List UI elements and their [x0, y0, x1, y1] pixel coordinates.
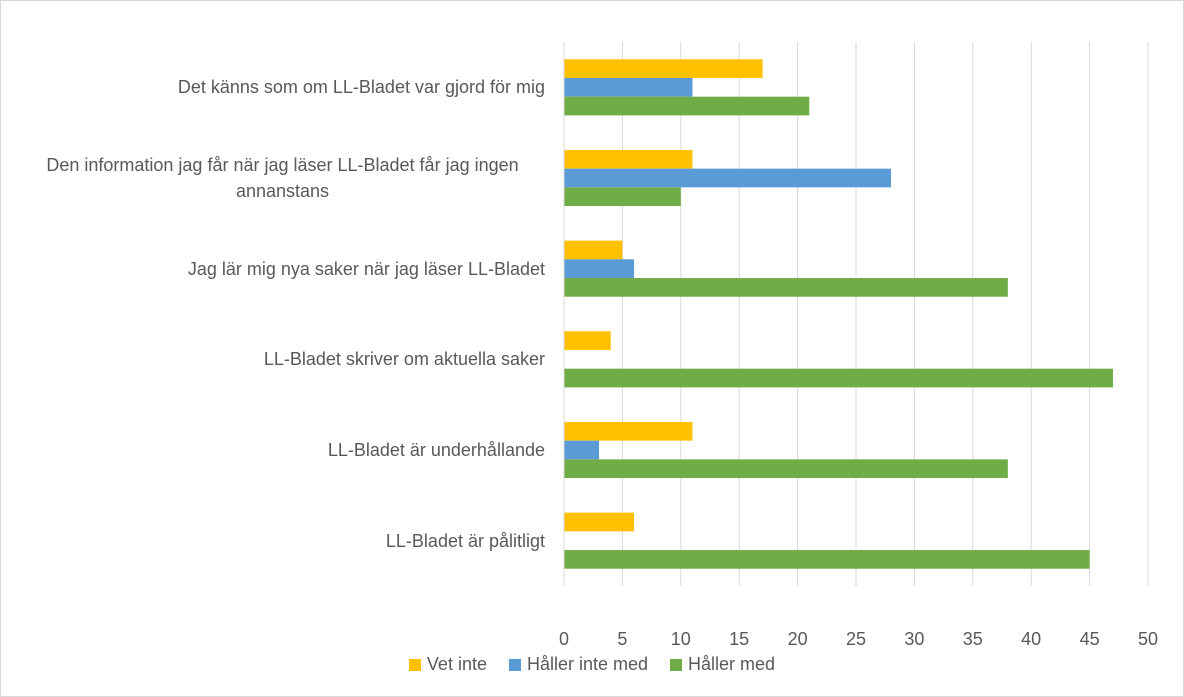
category-label: Det känns som om LL-Bladet var gjord för…	[177, 77, 545, 98]
legend-label: Håller inte med	[526, 654, 649, 674]
category-label: LL-Bladet är underhållande	[327, 440, 545, 460]
bar	[564, 187, 681, 207]
legend-swatch	[670, 658, 683, 671]
x-tick-label: 25	[846, 629, 866, 649]
bar	[564, 77, 693, 97]
legend-label: Håller med	[688, 654, 776, 674]
legend-label: Vet inte	[426, 654, 487, 674]
bar	[564, 149, 693, 169]
legend-item: Vet inte	[408, 654, 487, 675]
category-label: LL-Bladet är pålitligt	[385, 530, 545, 551]
bar	[564, 459, 1008, 479]
legend-item: Håller inte med	[508, 654, 649, 675]
x-tick-label: 35	[963, 629, 983, 649]
bar	[564, 259, 635, 279]
bar	[564, 440, 600, 460]
legend-swatch	[508, 658, 521, 671]
category-label: Den information jag får när jag läser LL…	[46, 155, 519, 201]
x-tick-label: 15	[729, 629, 749, 649]
legend: Vet inte Håller inte med Håller med	[0, 654, 1184, 675]
x-tick-label: 50	[1138, 629, 1158, 649]
bar	[564, 240, 623, 260]
bar	[564, 421, 693, 441]
x-tick-label: 10	[671, 629, 691, 649]
bar	[564, 278, 1008, 297]
x-tick-label: 0	[559, 629, 569, 649]
category-label: LL-Bladet skriver om aktuella saker	[263, 349, 545, 370]
bar	[564, 331, 611, 350]
x-tick-label: 45	[1080, 629, 1100, 649]
x-tick-label: 30	[904, 629, 924, 649]
bar	[564, 168, 892, 188]
legend-swatch	[408, 658, 421, 671]
legend-item: Håller med	[670, 654, 775, 675]
bar	[564, 59, 763, 78]
x-tick-label: 40	[1021, 629, 1041, 649]
x-tick-label: 20	[788, 629, 808, 649]
x-tick-label: 5	[617, 629, 627, 649]
bar	[564, 96, 810, 116]
category-label: Jag lär mig nya saker när jag läser LL-B…	[187, 258, 545, 279]
bar	[564, 368, 1113, 388]
bar	[564, 512, 635, 532]
bar	[564, 550, 1090, 569]
